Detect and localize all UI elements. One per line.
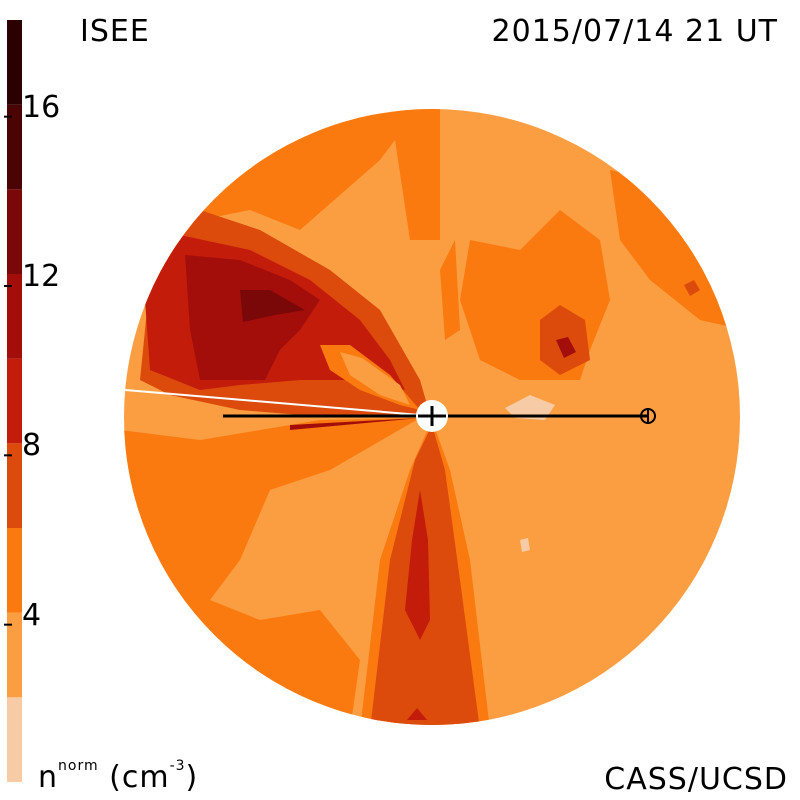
colorbar-unit-label: nnorm (cm-3) <box>38 758 199 795</box>
credit-label: CASS/UCSD <box>604 762 788 797</box>
lobe-level-2 <box>340 352 410 405</box>
region-level-12 <box>240 290 305 322</box>
lobe-low-density <box>505 395 555 420</box>
colorbar <box>4 20 22 782</box>
colorbar-segment-6 <box>7 189 22 274</box>
colorbar-segment-8 <box>7 20 22 105</box>
timestamp-label: 2015/07/14 21 UT <box>491 14 778 49</box>
region-level-10-east <box>556 337 576 358</box>
streak <box>290 418 420 430</box>
region-level-8-south <box>405 490 430 640</box>
region-level-4-spike <box>440 240 460 340</box>
quantity-symbol: n <box>38 760 59 795</box>
colorbar-tick-label-8: 8 <box>22 428 42 464</box>
colorbar-segment-7 <box>7 104 22 190</box>
unit-open: (cm <box>109 760 170 795</box>
spot-low-density <box>520 538 530 552</box>
colorbar-segment-5 <box>7 274 22 359</box>
colorbar-segment-4 <box>7 358 22 444</box>
colorbar-tick-label-4: 4 <box>22 597 42 633</box>
colorbar-segment-3 <box>7 443 22 528</box>
observatory-label: ISEE <box>80 14 150 49</box>
colorbar-segment-0 <box>7 697 22 782</box>
region-level-6-far-east <box>684 280 700 296</box>
unit-exponent: -3 <box>169 758 186 774</box>
quantity-superscript: norm <box>58 758 99 774</box>
colorbar-segment-2 <box>7 528 22 613</box>
colorbar-tick-label-12: 12 <box>22 259 61 294</box>
unit-close: ) <box>185 760 199 795</box>
colorbar-segment-1 <box>7 612 22 698</box>
colorbar-tick-label-16: 16 <box>22 89 61 125</box>
region-level-8-south-tip <box>407 708 427 720</box>
viewing-line <box>124 389 421 416</box>
